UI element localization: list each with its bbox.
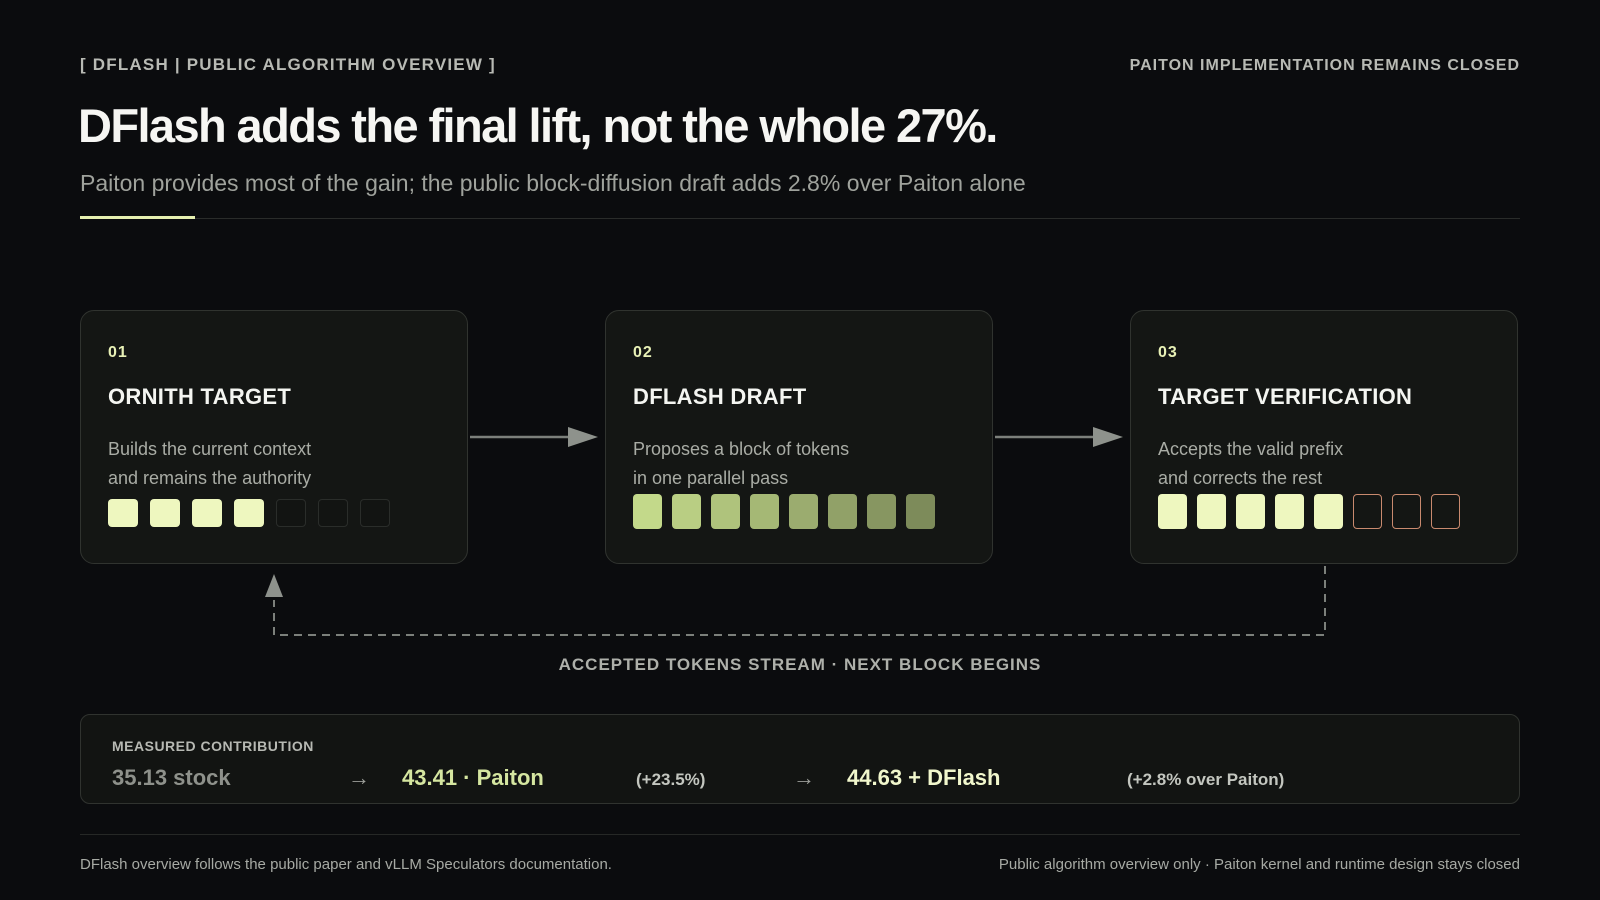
draft-token	[867, 494, 896, 529]
desc-line: Accepts the valid prefix	[1158, 439, 1344, 459]
accepted-token	[1197, 494, 1226, 529]
arrow-icon: →	[348, 765, 370, 790]
desc-line: Proposes a block of tokens	[633, 439, 850, 459]
step-number: 01	[108, 344, 128, 361]
desc-line: in one parallel pass	[633, 468, 789, 488]
eyebrow-label: [ DFLASH | PUBLIC ALGORITHM OVERVIEW ]	[80, 55, 496, 74]
desc-line: Builds the current context	[108, 439, 312, 459]
paiton-delta: (+23.5%)	[636, 770, 706, 789]
draft-token	[672, 494, 701, 529]
footer-source-note: DFlash overview follows the public paper…	[80, 856, 612, 873]
draft-token	[633, 494, 662, 529]
context-token	[108, 499, 138, 527]
page-subtitle: Paiton provides most of the gain; the pu…	[80, 170, 1026, 196]
closed-notice: PAITON IMPLEMENTATION REMAINS CLOSED	[1129, 57, 1520, 74]
context-token	[150, 499, 180, 527]
dflash-delta: (+2.8% over Paiton)	[1127, 770, 1285, 789]
accepted-token	[1275, 494, 1304, 529]
arrow-icon: →	[793, 765, 815, 790]
feedback-loop-head	[265, 574, 283, 597]
context-tokens	[108, 499, 402, 527]
paiton-value: 43.41 · Paiton	[402, 765, 544, 790]
draft-token	[750, 494, 779, 529]
verified-tokens	[1158, 494, 1470, 529]
step-card-target-verification: 03 TARGET VERIFICATION Accepts the valid…	[1130, 310, 1518, 564]
page-title: DFlash adds the final lift, not the whol…	[78, 99, 998, 152]
step-title: ORNITH TARGET	[108, 384, 292, 409]
footer-disclaimer: Public algorithm overview only · Paiton …	[998, 856, 1520, 873]
step-title: TARGET VERIFICATION	[1158, 384, 1413, 409]
draft-token	[906, 494, 935, 529]
step-title: DFLASH DRAFT	[633, 384, 807, 409]
context-token	[234, 499, 264, 527]
rejected-token	[1431, 494, 1460, 529]
step-number: 03	[1158, 344, 1178, 361]
empty-token-slot	[360, 499, 390, 527]
header-accent-bar	[80, 216, 195, 219]
draft-token	[789, 494, 818, 529]
empty-token-slot	[276, 499, 306, 527]
step-card-dflash-draft: 02 DFLASH DRAFT Proposes a block of toke…	[605, 310, 993, 564]
accepted-token	[1158, 494, 1187, 529]
loop-label: ACCEPTED TOKENS STREAM · NEXT BLOCK BEGI…	[558, 655, 1042, 674]
step-description: Accepts the valid prefix and corrects th…	[1158, 435, 1343, 493]
arrow-1-2-head	[568, 427, 598, 447]
rejected-token	[1353, 494, 1382, 529]
empty-token-slot	[318, 499, 348, 527]
accepted-token	[1314, 494, 1343, 529]
draft-token	[711, 494, 740, 529]
step-description: Builds the current context and remains t…	[108, 435, 311, 493]
desc-line: and corrects the rest	[1158, 468, 1323, 488]
contribution-panel: MEASURED CONTRIBUTION 35.13 stock → 43.4…	[80, 714, 1520, 804]
header-divider	[80, 218, 1520, 219]
footer-divider	[80, 834, 1520, 835]
stock-value: 35.13 stock	[112, 765, 231, 790]
accepted-token	[1236, 494, 1265, 529]
desc-line: and remains the authority	[108, 468, 312, 488]
context-token	[192, 499, 222, 527]
rejected-token	[1392, 494, 1421, 529]
contribution-label: MEASURED CONTRIBUTION	[112, 738, 314, 754]
step-description: Proposes a block of tokens in one parall…	[633, 435, 849, 493]
step-card-ornith-target: 01 ORNITH TARGET Builds the current cont…	[80, 310, 468, 564]
draft-tokens	[633, 494, 945, 529]
arrow-2-3-head	[1093, 427, 1123, 447]
step-number: 02	[633, 344, 653, 361]
feedback-loop-line	[273, 566, 1326, 636]
draft-token	[828, 494, 857, 529]
dflash-value: 44.63 + DFlash	[847, 765, 1001, 790]
